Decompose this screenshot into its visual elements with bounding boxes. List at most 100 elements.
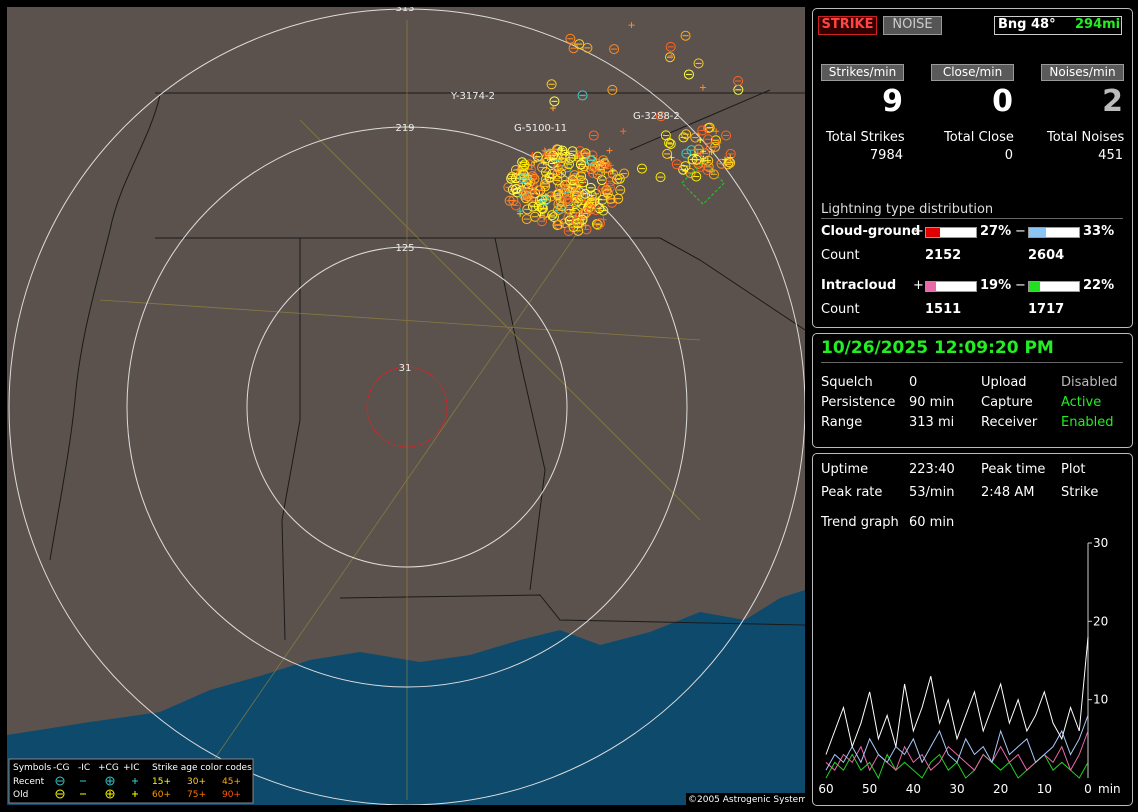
strike [723,157,734,168]
setting-label: Trend graph [821,515,899,530]
strike [604,182,615,193]
noise-button[interactable]: NOISE [883,16,942,35]
setting-value: Strike [1061,485,1099,500]
strike [581,224,592,235]
strike [510,200,521,211]
strike [580,148,591,159]
legend-age: 45+ [222,777,241,787]
strike [551,146,558,153]
strike [518,173,529,184]
strike [540,167,551,178]
legend-title: Symbols [13,763,52,773]
strike [559,218,570,229]
strike [527,201,538,212]
strike [591,188,602,199]
strike [586,197,597,208]
strike [733,76,744,87]
setting-value: Plot [1061,462,1086,477]
strike [568,222,579,233]
x-tick-label: 10 [1037,782,1052,796]
strike [665,138,676,149]
count: 1717 [1028,302,1065,317]
legend-age: 75+ [187,790,206,800]
strike [585,182,596,193]
strike [525,172,532,179]
strike [580,188,591,199]
pct-bar [1028,281,1080,292]
legend-age: 60+ [152,790,171,800]
strike [538,158,545,165]
strike [558,156,565,163]
strike [510,184,521,195]
pct-bar [925,227,977,238]
pct-bar [925,281,977,292]
strike [545,153,552,160]
strike [680,161,691,172]
setting-label: 2:48 AM [981,485,1035,500]
distance: 294mi [1075,17,1121,32]
legend-type: -CG [53,763,70,773]
pct-label: 22% [1083,278,1115,293]
strike [565,176,576,187]
strike [582,222,589,229]
pct-fill [926,228,940,237]
x-tick-label: 50 [862,782,877,796]
strike [549,192,556,199]
strike [582,42,593,53]
count-label: Count [821,302,860,317]
rate-value: 0 [992,84,1013,119]
strike [655,172,666,183]
strike [504,195,515,206]
strike [660,130,671,141]
strike [567,175,578,186]
strike [597,194,608,205]
strike-button[interactable]: STRIKE [818,16,877,35]
strike [693,58,704,69]
strike [592,219,603,230]
strikes [503,22,744,237]
strike [713,128,720,135]
strike [600,216,607,223]
strike [691,154,702,165]
strike [569,170,580,181]
bearing: Bng 48° [998,17,1056,32]
strike [710,135,721,146]
pct-label: 27% [980,224,1012,239]
setting-value: 90 min [909,395,955,410]
strike [522,204,533,215]
pct-fill [1029,282,1040,291]
rate-label: Close/min [931,64,1014,81]
strike [560,199,567,206]
strike [541,150,548,157]
strike [554,157,561,164]
strike [548,150,559,161]
strike [678,132,689,143]
strike [697,125,708,136]
strike [620,128,627,135]
setting-value: Active [1061,395,1102,410]
strike [503,182,514,193]
range-label: 219 [395,123,414,134]
strike [690,132,701,143]
total-value: 0 [1004,148,1013,163]
strike [710,141,721,152]
legend-type: +CG [98,763,119,773]
rate-label: Strikes/min [821,64,904,81]
storm-label: G-5100-11 [514,123,567,134]
total-value: 7984 [869,148,903,163]
strike [528,162,535,169]
trend-line [825,636,1089,755]
strike [569,207,576,214]
strike [607,84,618,95]
strike [547,169,558,180]
strike [691,171,702,182]
strike [681,129,692,140]
strike [536,194,547,205]
strike [562,193,573,204]
type-name: Intracloud [821,278,897,293]
strike [552,169,563,180]
trend-graph: 10 20 30 60 50 40 30 20 10 0 min [818,536,1120,796]
setting-label: Persistence [821,395,896,410]
count: 1511 [925,302,962,317]
strike [572,155,579,162]
